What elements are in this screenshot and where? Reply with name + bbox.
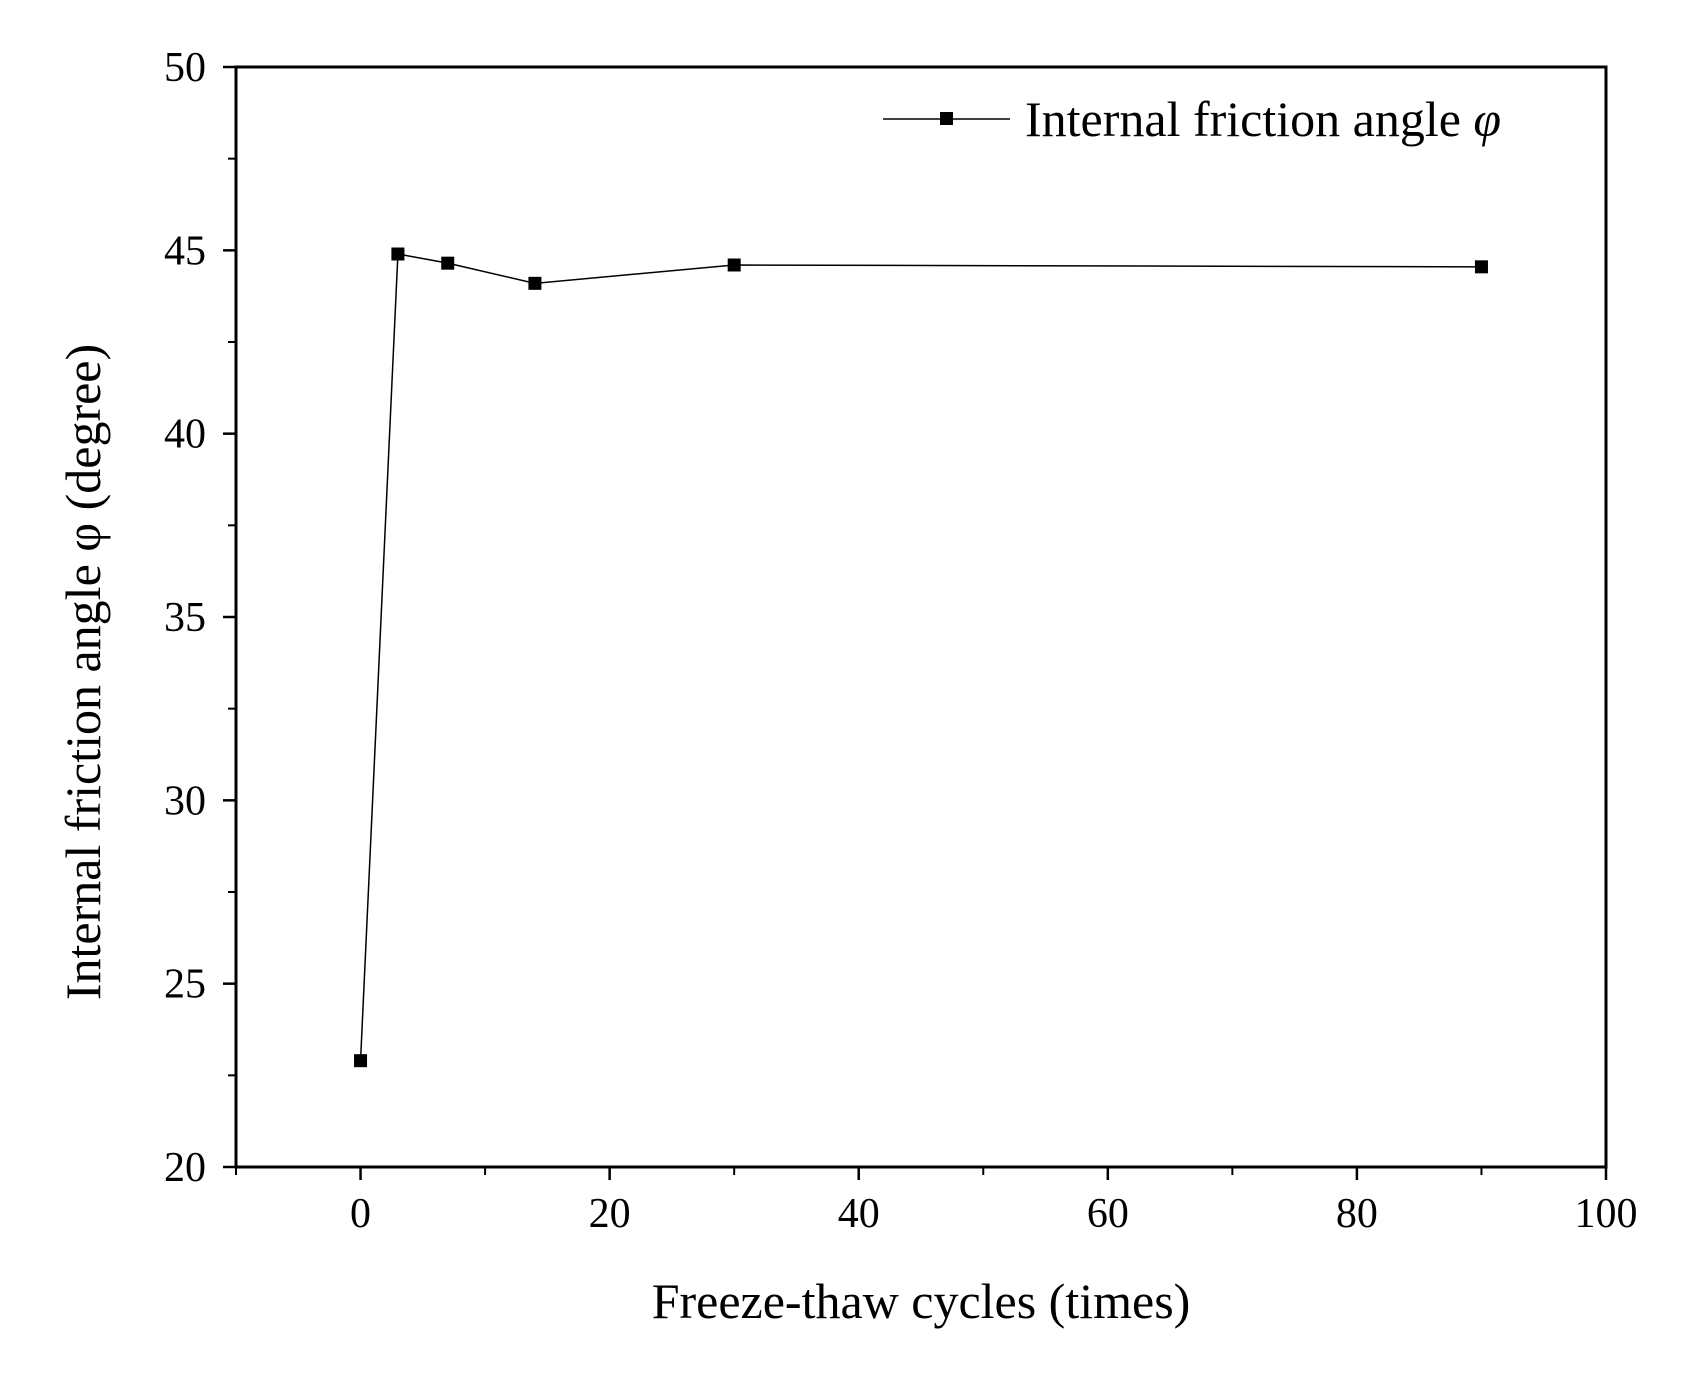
x-tick-label: 20	[589, 1191, 631, 1237]
data-point	[441, 256, 455, 270]
x-tick-label: 0	[350, 1191, 371, 1237]
data-point	[528, 276, 542, 290]
y-tick-label: 45	[164, 228, 206, 274]
legend-marker	[940, 112, 953, 125]
plot-frame	[234, 65, 1608, 1169]
y-tick-label: 35	[164, 595, 206, 641]
x-axis-ticks: 0 20 40 60 80 100	[235, 1167, 1638, 1237]
x-tick-label: 60	[1087, 1191, 1129, 1237]
y-tick-label: 50	[164, 45, 206, 91]
data-point	[354, 1054, 368, 1068]
legend: Internal friction angle φ	[883, 91, 1501, 147]
legend-label: Internal friction angle φ	[1025, 91, 1501, 147]
data-point	[1474, 260, 1488, 274]
x-tick-label: 100	[1575, 1191, 1638, 1237]
x-tick-label: 80	[1336, 1191, 1378, 1237]
y-tick-label: 20	[164, 1145, 206, 1191]
y-tick-label: 25	[164, 962, 206, 1008]
data-point	[727, 258, 741, 272]
y-axis-ticks: 20 25 30 35 40 45 50	[164, 45, 236, 1191]
series-layer	[354, 247, 1488, 1068]
x-axis-title: Freeze-thaw cycles (times)	[652, 1273, 1191, 1329]
data-point	[391, 247, 405, 261]
y-axis-title: Internal friction angle φ (degree)	[55, 344, 111, 1000]
y-tick-label: 40	[164, 412, 206, 458]
y-tick-label: 30	[164, 778, 206, 824]
series-line	[359, 253, 1482, 1061]
x-tick-label: 40	[838, 1191, 880, 1237]
